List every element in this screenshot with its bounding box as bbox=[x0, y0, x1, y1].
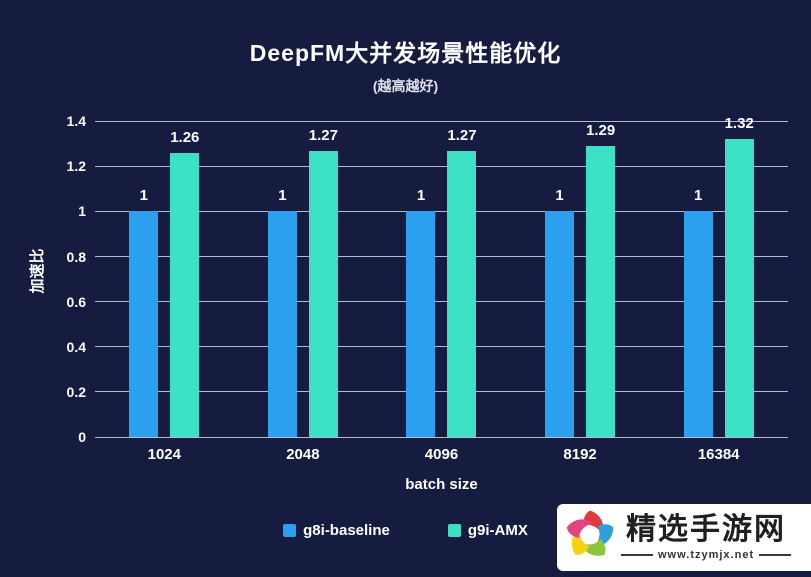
x-tick-label-4096: 4096 bbox=[424, 446, 459, 463]
y-tick-label: 0 bbox=[78, 429, 86, 445]
legend-label: g9i-AMX bbox=[467, 522, 528, 539]
bar-value-label: 1.32 bbox=[724, 115, 754, 133]
watermark-site-name: 精选手游网 bbox=[626, 513, 787, 547]
chart-subtitle: (越高越好) bbox=[372, 78, 439, 94]
y-tick-label: 0.8 bbox=[66, 248, 86, 265]
bar-g9i-AMX-2048: 1.27 bbox=[309, 127, 338, 437]
bar-g8i-baseline-16384: 1 bbox=[683, 187, 713, 437]
y-tick-label: 1 bbox=[78, 203, 86, 220]
watermark-url-row: www.tzymjx.net bbox=[621, 548, 792, 561]
bar-value-label: 1 bbox=[416, 187, 426, 205]
chart-legend: g8i-baseline g9i-AMX bbox=[0, 522, 811, 539]
bar-g8i-baseline-4096: 1 bbox=[406, 187, 436, 437]
pinwheel-logo-icon bbox=[562, 507, 618, 568]
bar-value-label: 1.26 bbox=[170, 128, 200, 146]
bar-g8i-baseline-1024: 1 bbox=[129, 187, 159, 437]
bar-group-4096: 1 1.27 bbox=[372, 110, 511, 437]
legend-swatch-icon bbox=[447, 524, 461, 537]
y-tick-label: 1.4 bbox=[66, 113, 86, 130]
bar-g9i-AMX-4096: 1.27 bbox=[447, 127, 477, 437]
watermark-text: 精选手游网 www.tzymjx.net bbox=[621, 513, 792, 561]
x-tick-label-1024: 1024 bbox=[147, 446, 181, 463]
watermark: 精选手游网 www.tzymjx.net bbox=[557, 504, 811, 571]
gridline bbox=[95, 256, 788, 258]
x-tick-label-16384: 16384 bbox=[697, 446, 740, 463]
bar-group-8192: 1 1.29 bbox=[511, 110, 650, 437]
bar-g8i-baseline-2048: 1 bbox=[267, 187, 297, 437]
y-tick-label: 0.4 bbox=[66, 338, 86, 355]
gridline bbox=[95, 120, 788, 122]
bar-g9i-AMX-1024: 1.26 bbox=[170, 129, 199, 437]
watermark-dash-right bbox=[759, 553, 792, 556]
bar-value-label: 1 bbox=[555, 187, 564, 205]
y-tick-label: 1.2 bbox=[66, 158, 86, 175]
bar-g9i-AMX-16384: 1.32 bbox=[725, 115, 754, 437]
bar-value-label: 1.27 bbox=[447, 126, 477, 144]
y-axis-ticks: 0 0.2 0.4 0.6 0.8 1 1.2 1.4 bbox=[0, 110, 86, 445]
gridline bbox=[95, 210, 788, 212]
gridline bbox=[95, 301, 788, 303]
gridline bbox=[95, 436, 788, 438]
gridline bbox=[95, 165, 788, 167]
bar-value-label: 1.27 bbox=[308, 126, 338, 144]
gridline bbox=[95, 346, 788, 348]
bar-group-1024: 1 1.26 bbox=[95, 110, 234, 437]
legend-item-g8i-baseline: g8i-baseline bbox=[283, 522, 390, 539]
x-tick-label-2048: 2048 bbox=[286, 446, 320, 463]
legend-item-g9i-AMX: g9i-AMX bbox=[447, 522, 528, 539]
y-tick-label: 0.6 bbox=[66, 293, 86, 310]
bar-g8i-baseline-8192: 1 bbox=[545, 187, 575, 437]
bar-g9i-AMX-8192: 1.29 bbox=[586, 122, 615, 437]
x-axis-ticks: 1024 2048 4096 8192 16384 bbox=[95, 446, 788, 468]
x-axis-label: batch size bbox=[405, 476, 478, 493]
bar-value-label: 1 bbox=[278, 187, 287, 205]
watermark-dash-left bbox=[621, 553, 653, 556]
bar-group-2048: 1 1.27 bbox=[234, 110, 373, 437]
chart-title: DeepFM大并发场景性能优化 bbox=[249, 40, 562, 66]
legend-swatch-icon bbox=[283, 524, 297, 537]
y-tick-label: 0.2 bbox=[66, 383, 86, 400]
bar-value-label: 1 bbox=[139, 187, 148, 205]
x-tick-label-8192: 8192 bbox=[563, 446, 597, 463]
bar-value-label: 1 bbox=[694, 187, 703, 205]
plot-area: 1 1.26 1 1.27 1 1.27 1 1.29 1 1.32 bbox=[95, 110, 788, 438]
bar-group-16384: 1 1.32 bbox=[649, 110, 788, 437]
legend-label: g8i-baseline bbox=[303, 522, 390, 539]
gridline bbox=[95, 391, 788, 393]
watermark-site-url: www.tzymjx.net bbox=[658, 548, 755, 561]
bar-value-label: 1.29 bbox=[585, 122, 616, 140]
